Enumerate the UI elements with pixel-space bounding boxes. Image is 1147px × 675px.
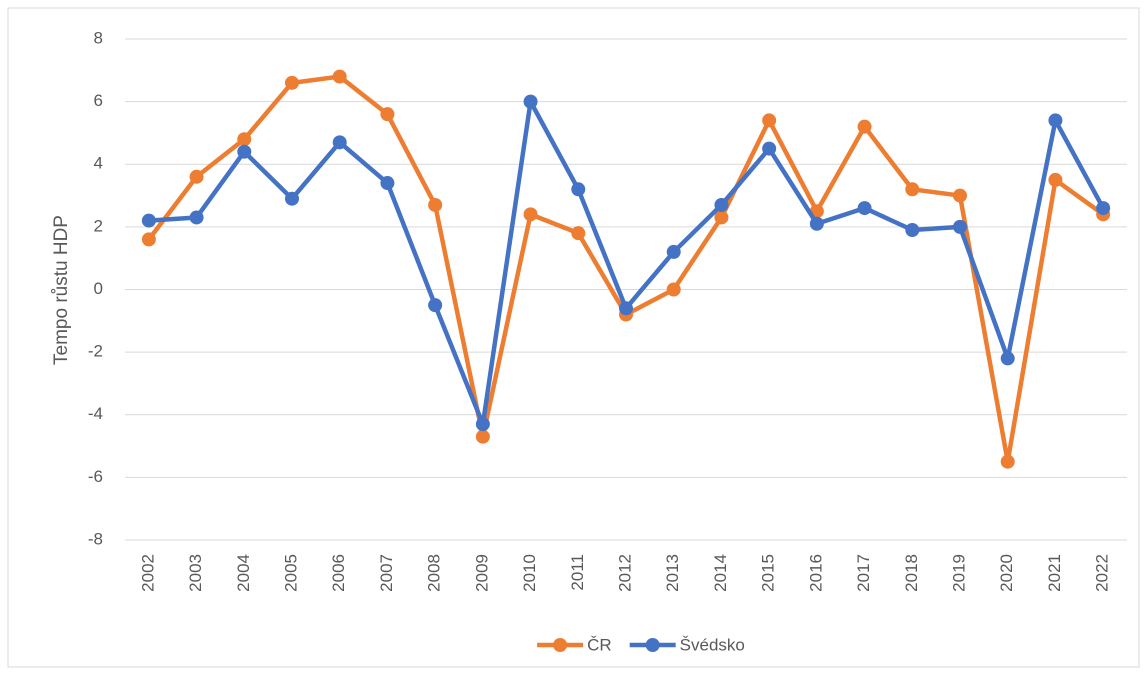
y-tick-label: 0 [94,279,103,298]
x-tick-label: 2019 [949,554,968,592]
data-point [428,197,443,212]
data-point [571,226,586,241]
x-tick-label: 2013 [663,554,682,592]
x-tick-label: 2008 [425,554,444,592]
y-tick-label: 6 [94,91,103,110]
legend-label: ČR [587,635,612,654]
y-tick-label: -8 [88,529,103,548]
data-point [380,176,395,191]
x-tick-label: 2011 [568,554,587,591]
legend-marker [645,638,660,652]
legend-marker [553,638,568,652]
y-axis-title: Tempo růstu HDP [51,215,72,365]
data-point [141,213,156,228]
legend-label: Švédsko [680,635,745,654]
data-point [953,188,967,203]
y-tick-label: 4 [94,154,103,173]
x-tick-label: 2002 [138,554,157,592]
data-point [762,113,777,128]
data-point [189,169,204,184]
x-tick-label: 2007 [377,554,396,592]
data-point [1096,201,1111,216]
data-point [141,232,156,247]
x-tick-label: 2014 [711,554,730,592]
data-point [714,197,729,212]
x-tick-label: 2015 [759,554,778,592]
data-point [189,210,204,225]
data-point [428,298,443,313]
data-point [523,94,538,109]
data-point [666,244,681,259]
x-tick-label: 2016 [806,554,825,592]
y-tick-label: -4 [88,404,103,423]
data-point [762,141,777,156]
x-tick-label: 2010 [520,554,539,592]
x-tick-label: 2006 [329,554,348,592]
data-point [571,182,586,197]
y-tick-label: 8 [94,28,103,47]
data-point [237,132,252,147]
data-point [332,69,347,84]
data-point [1048,172,1063,187]
data-point [619,301,633,316]
x-tick-label: 2020 [997,554,1016,592]
y-tick-label: -2 [88,342,103,361]
data-point [953,219,967,234]
data-point [857,119,872,134]
legend: ČR Švédsko [537,635,745,654]
data-point [1000,454,1015,469]
data-point [714,210,729,225]
data-point [666,282,681,297]
data-point [809,216,824,231]
data-point [905,182,920,197]
chart-border [7,7,1140,668]
data-point [857,201,872,216]
y-tick-label: 2 [94,216,103,235]
data-point [1000,351,1015,366]
x-tick-label: 2021 [1045,554,1064,592]
x-tick-label: 2003 [186,554,205,592]
x-tick-label: 2005 [281,554,300,592]
x-tick-label: 2018 [902,554,921,592]
x-tick-label: 2022 [1093,554,1112,592]
data-point [905,223,920,238]
y-tick-label: -6 [88,467,103,486]
data-point [475,417,490,432]
data-point [1048,113,1063,128]
data-point [285,191,299,206]
x-tick-label: 2004 [234,554,253,592]
x-tick-label: 2009 [472,554,491,592]
data-point [475,429,490,444]
data-point [285,75,299,90]
data-point [332,135,347,150]
x-tick-label: 2012 [615,554,634,592]
x-tick-label: 2017 [854,554,873,592]
data-point [523,207,538,222]
data-point [380,107,395,122]
data-point [237,144,252,159]
